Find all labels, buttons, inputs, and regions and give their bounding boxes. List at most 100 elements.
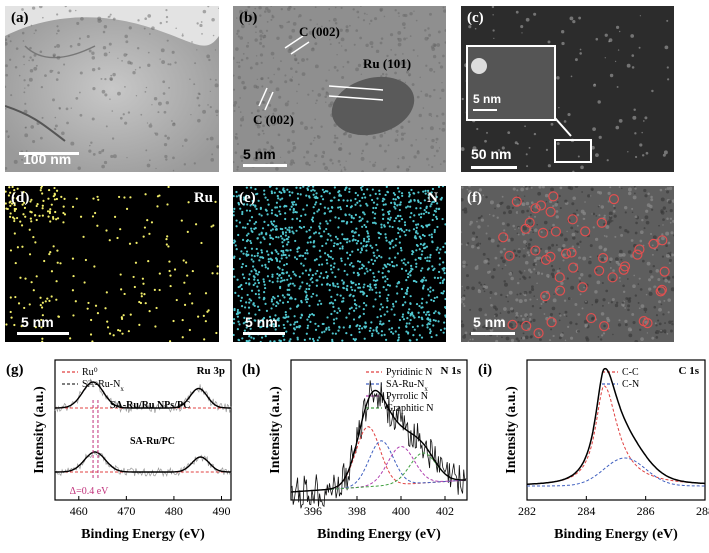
eds-dot — [332, 284, 335, 287]
eds-dot — [258, 321, 261, 324]
single-atom-marker — [498, 232, 509, 243]
eds-dot — [444, 314, 446, 317]
eds-dot — [331, 340, 334, 342]
eds-dot — [293, 273, 296, 276]
eds-dot — [374, 286, 377, 289]
eds-dot — [94, 211, 97, 215]
eds-dot — [276, 280, 279, 283]
eds-dot — [329, 264, 333, 267]
eds-dot — [412, 334, 415, 337]
eds-dot — [235, 248, 238, 251]
eds-dot — [439, 328, 443, 332]
eds-dot — [367, 261, 370, 264]
eds-dot — [279, 340, 282, 342]
eds-dot — [299, 316, 302, 319]
eds-dot — [128, 242, 132, 245]
eds-dot — [288, 297, 292, 300]
scale-bar-b — [243, 164, 287, 167]
eds-dot — [359, 251, 362, 254]
eds-dot — [256, 285, 259, 288]
eds-dot — [311, 216, 315, 219]
eds-dot — [167, 186, 170, 189]
eds-dot — [358, 267, 361, 270]
eds-dot — [378, 295, 381, 298]
eds-dot — [384, 193, 387, 197]
eds-dot — [362, 312, 365, 315]
n-eds-map — [233, 186, 446, 342]
eds-dot — [284, 212, 287, 215]
eds-dot — [342, 220, 345, 223]
eds-dot — [434, 310, 437, 313]
eds-dot — [304, 257, 307, 260]
eds-dot — [331, 206, 334, 209]
eds-dot — [363, 283, 366, 286]
single-atom-marker — [535, 200, 547, 211]
eds-dot — [306, 187, 309, 190]
eds-dot — [188, 292, 191, 295]
eds-dot — [353, 289, 357, 292]
eds-dot — [376, 316, 379, 319]
eds-dot — [387, 212, 391, 216]
eds-dot — [380, 330, 384, 333]
eds-dot — [291, 191, 294, 194]
annotation-ru101: Ru (101) — [363, 56, 412, 71]
eds-dot — [407, 311, 410, 314]
eds-dot — [436, 246, 439, 249]
eds-dot — [352, 217, 355, 220]
eds-dot — [365, 249, 368, 252]
eds-dot — [277, 302, 280, 305]
eds-dot — [323, 212, 327, 215]
eds-dot — [298, 287, 301, 290]
eds-dot — [434, 210, 437, 213]
single-atom-marker — [659, 266, 670, 277]
eds-dot — [346, 273, 349, 276]
single-atom-marker — [530, 203, 541, 214]
eds-dot — [305, 296, 308, 299]
eds-dot — [239, 207, 242, 210]
legend-entry: Pyridinic N — [386, 367, 432, 378]
eds-dot — [144, 193, 147, 196]
eds-dot — [293, 323, 296, 326]
eds-dot — [291, 230, 294, 233]
eds-dot — [307, 186, 310, 188]
eds-dot — [420, 306, 423, 309]
eds-dot — [262, 298, 265, 301]
eds-dot — [29, 200, 32, 203]
eds-dot — [346, 251, 349, 254]
eds-dot — [302, 264, 305, 267]
eds-dot — [384, 338, 388, 341]
eds-dot — [333, 242, 336, 245]
eds-dot — [352, 295, 355, 298]
single-atom-marker — [521, 320, 532, 332]
eds-dot — [120, 316, 123, 319]
single-atom-marker — [580, 226, 591, 237]
eds-dot — [358, 286, 362, 289]
eds-dot — [433, 276, 436, 279]
eds-dot — [390, 308, 393, 311]
eds-dot — [253, 254, 256, 258]
eds-dot — [405, 330, 408, 333]
eds-dot — [273, 297, 276, 300]
eds-dot — [46, 297, 49, 300]
eds-dot — [337, 268, 340, 271]
eds-dot — [34, 326, 37, 329]
eds-dot — [342, 326, 345, 329]
eds-dot — [268, 234, 272, 237]
eds-dot — [245, 250, 249, 253]
eds-dot — [396, 195, 400, 199]
eds-dot — [354, 213, 358, 216]
eds-dot — [318, 263, 321, 266]
eds-dot — [244, 321, 247, 324]
trace-top-fit — [54, 381, 231, 409]
eds-dot — [362, 211, 365, 214]
eds-dot — [420, 316, 423, 319]
eds-dot — [40, 326, 43, 329]
eds-dot — [263, 193, 266, 196]
eds-dot — [301, 281, 304, 284]
eds-dot — [50, 203, 53, 206]
eds-dot — [48, 210, 51, 213]
eds-dot — [165, 243, 168, 246]
eds-dot — [248, 335, 251, 338]
eds-dot — [443, 327, 446, 330]
eds-dot — [245, 326, 248, 329]
